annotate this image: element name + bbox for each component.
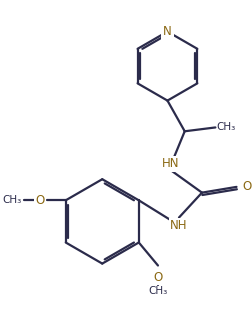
Text: O: O <box>35 194 45 207</box>
Text: CH₃: CH₃ <box>2 195 22 205</box>
Text: O: O <box>242 180 251 194</box>
Text: HN: HN <box>162 157 179 170</box>
Text: CH₃: CH₃ <box>216 122 236 132</box>
Text: NH: NH <box>170 220 188 232</box>
Text: N: N <box>163 25 172 38</box>
Text: O: O <box>153 271 163 284</box>
Text: CH₃: CH₃ <box>148 286 168 296</box>
